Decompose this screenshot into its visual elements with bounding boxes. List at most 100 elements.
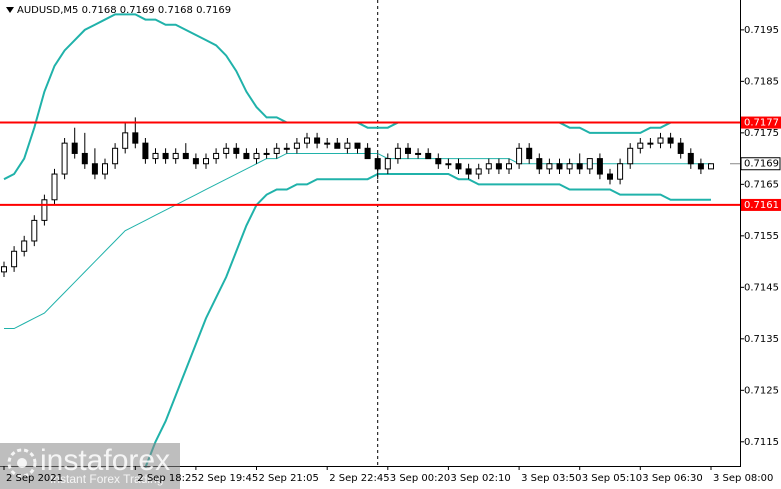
candle-body: [556, 163, 563, 170]
level-label-bg: [741, 116, 781, 129]
candle-body: [61, 142, 68, 175]
candle-body: [344, 142, 351, 149]
candle-body: [172, 152, 179, 160]
candle-body: [465, 168, 472, 175]
x-tick-label: 3 Sep 06:30: [642, 473, 702, 484]
candle-body: [102, 163, 108, 175]
candle-body: [596, 158, 603, 175]
watermark-bg: [0, 443, 180, 489]
candle-body: [142, 142, 149, 160]
candle-body: [51, 173, 58, 201]
y-tick-label: 0.7135: [744, 334, 779, 345]
y-tick-label: 0.7125: [744, 385, 779, 396]
candle-body: [506, 163, 512, 170]
title-icon: [6, 7, 14, 13]
candle-body: [546, 163, 553, 170]
x-tick-label: 2 Sep 2021: [6, 473, 63, 484]
candle-body: [384, 158, 391, 170]
candle-body: [354, 142, 361, 149]
watermark-logo: [7, 448, 37, 478]
candle-body: [627, 147, 634, 165]
level-label-bg: [741, 198, 781, 211]
candle-body: [304, 137, 310, 144]
candle-body: [31, 219, 38, 242]
y-tick-label: 0.7115: [744, 437, 779, 448]
candle-body: [425, 152, 432, 160]
candle-body: [192, 158, 199, 165]
candle-body: [112, 147, 119, 165]
candle-body: [273, 147, 280, 154]
x-tick-label: 3 Sep 05:10: [582, 473, 642, 484]
candle-body: [566, 163, 573, 170]
x-tick-label: 2 Sep 18:25: [137, 473, 197, 484]
y-tick-label: 0.7195: [744, 25, 779, 36]
watermark-logo-core: [17, 458, 27, 468]
watermark: instaforex Instant Forex Trading: [0, 443, 180, 489]
candle-body: [364, 147, 371, 160]
indicator-line: [144, 173, 711, 468]
candle-body: [536, 158, 543, 170]
x-tick-label: 3 Sep 08:00: [713, 473, 773, 484]
x-tick-label: 2 Sep 19:45: [198, 473, 258, 484]
x-tick-label: 3 Sep 02:10: [450, 473, 510, 484]
candle-body: [41, 199, 48, 221]
candle-body: [263, 152, 270, 155]
level-label: 0.7161: [744, 200, 779, 211]
candle-body: [708, 163, 714, 170]
y-tick-label: 0.7145: [744, 282, 779, 293]
candle-body: [233, 147, 240, 154]
candle-body: [71, 142, 78, 154]
candle-body: [162, 152, 169, 160]
candle-body: [485, 163, 492, 170]
candle-body: [132, 132, 139, 144]
candle-body: [415, 152, 422, 155]
candle-body: [21, 240, 28, 252]
candle-body: [516, 147, 523, 165]
y-tick-label: 0.7185: [744, 76, 779, 87]
x-tick-label: 2 Sep 21:05: [259, 473, 319, 484]
candle-body: [637, 142, 644, 149]
candle-body: [445, 163, 452, 166]
candle-body: [324, 142, 331, 145]
candle-body: [152, 152, 159, 160]
candle-body: [81, 152, 88, 165]
candle-body: [243, 152, 250, 160]
candle-body: [334, 142, 341, 149]
plot-area: [1, 0, 714, 468]
candle-body: [526, 147, 533, 160]
candle-body: [405, 147, 411, 154]
candle-body: [475, 168, 482, 175]
candle-body: [697, 163, 704, 170]
candle-body: [617, 163, 624, 180]
candle-body: [495, 163, 502, 170]
candle-body: [314, 137, 321, 144]
candle-body: [122, 132, 129, 149]
candle-body: [607, 173, 613, 180]
candle-body: [11, 250, 18, 268]
candle-body: [667, 137, 674, 144]
candle-body: [647, 142, 654, 145]
candle-body: [435, 158, 442, 165]
y-tick-label: 0.7175: [744, 128, 779, 139]
x-tick-label: 3 Sep 03:50: [521, 473, 581, 484]
candle-body: [687, 152, 694, 165]
candle-body: [223, 147, 230, 154]
candle-body: [677, 142, 684, 154]
candle-body: [91, 163, 98, 175]
y-tick-label: 0.7155: [744, 231, 779, 242]
x-tick-label: 2 Sep 22:45: [329, 473, 389, 484]
candle-body: [1, 266, 7, 273]
candle-body: [374, 158, 381, 170]
candle-body: [182, 152, 189, 160]
y-tick-label: 0.7165: [744, 179, 779, 190]
chart-title: AUDUSD,M5 0.7168 0.7169 0.7168 0.7169: [17, 5, 231, 16]
candle-body: [657, 137, 664, 144]
last-price-label: 0.7169: [744, 159, 779, 170]
candle-body: [213, 152, 220, 160]
candle-body: [455, 163, 462, 170]
last-price-bg: [740, 157, 781, 171]
level-label: 0.7177: [744, 118, 779, 129]
